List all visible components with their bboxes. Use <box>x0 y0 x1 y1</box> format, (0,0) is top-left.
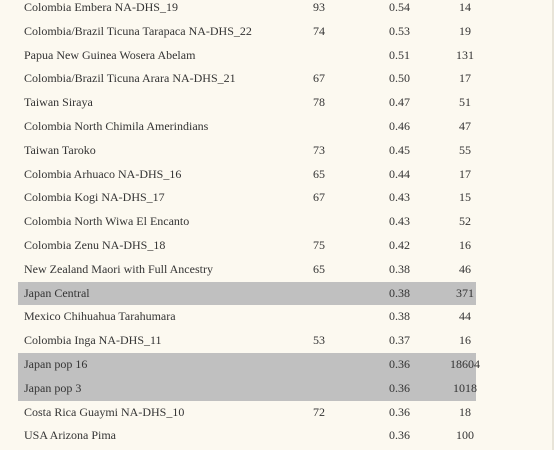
population-name-cell: New Zealand Maori with Full Ancestry <box>24 261 213 276</box>
count-cell: 17 <box>459 166 471 181</box>
population-name-cell: Costa Rica Guaymi NA-DHS_10 <box>24 404 185 419</box>
count-cell: 51 <box>459 95 471 110</box>
population-name-cell: Colombia North Wiwa El Encanto <box>24 214 190 229</box>
value-cell-1: 74 <box>313 23 325 38</box>
value-cell-1: 93 <box>313 0 325 14</box>
table-row: Papua New Guinea Wosera Abelam 0.51 131 <box>18 44 476 68</box>
value-cell-1: 53 <box>313 333 325 348</box>
population-name-cell: Mexico Chihuahua Tarahumara <box>24 309 176 324</box>
population-name-cell: Japan Central <box>24 285 90 300</box>
value-cell-2: 0.43 <box>389 190 410 205</box>
count-cell: 18604 <box>450 356 480 371</box>
table-row-highlighted: Japan Central 0.38 371 <box>18 281 476 306</box>
table-row: Colombia Arhuaco NA-DHS_16 65 0.44 17 <box>18 163 476 187</box>
scrollbar-track[interactable] <box>552 0 554 450</box>
table-row: Costa Rica Guaymi NA-DHS_10 72 0.36 18 <box>18 401 476 425</box>
count-cell: 18 <box>459 404 471 419</box>
table-row: Colombia/Brazil Ticuna Arara NA-DHS_21 67… <box>18 67 476 91</box>
value-cell-2: 0.44 <box>389 166 410 181</box>
count-cell: 44 <box>459 309 471 324</box>
table-row: Colombia/Brazil Ticuna Tarapaca NA-DHS_2… <box>18 20 476 44</box>
population-name-cell: Taiwan Taroko <box>24 142 96 157</box>
value-cell-2: 0.36 <box>389 380 410 395</box>
count-cell: 371 <box>456 285 474 300</box>
count-cell: 16 <box>459 237 471 252</box>
value-cell-1: 67 <box>313 190 325 205</box>
value-cell-1: 75 <box>313 237 325 252</box>
population-table: Colombia Embera NA-DHS_19 93 0.54 14 Colombi… <box>18 0 480 448</box>
count-cell: 47 <box>459 118 471 133</box>
population-name-cell: Colombia/Brazil Ticuna Tarapaca NA-DHS_2… <box>24 23 252 38</box>
population-name-cell: Colombia North Chimila Amerindians <box>24 118 209 133</box>
population-name-cell: Colombia Zenu NA-DHS_18 <box>24 237 166 252</box>
table-row-highlighted: Japan pop 16 0.36 18604 <box>18 352 480 377</box>
population-name-cell: Colombia Embera NA-DHS_19 <box>24 0 178 14</box>
count-cell: 100 <box>456 428 474 443</box>
value-cell-2: 0.53 <box>389 23 410 38</box>
count-cell: 16 <box>459 333 471 348</box>
table-row: Mexico Chihuahua Tarahumara 0.38 44 <box>18 305 476 329</box>
value-cell-2: 0.36 <box>389 404 410 419</box>
value-cell-2: 0.45 <box>389 142 410 157</box>
population-name-cell: Colombia/Brazil Ticuna Arara NA-DHS_21 <box>24 71 236 86</box>
value-cell-1: 73 <box>313 142 325 157</box>
value-cell-2: 0.42 <box>389 237 410 252</box>
population-name-cell: Papua New Guinea Wosera Abelam <box>24 47 196 62</box>
count-cell: 52 <box>459 214 471 229</box>
count-cell: 46 <box>459 261 471 276</box>
population-name-cell: USA Arizona Pima <box>24 428 116 443</box>
population-name-cell: Japan pop 16 <box>24 356 88 371</box>
value-cell-2: 0.36 <box>389 356 410 371</box>
value-cell-1: 72 <box>313 404 325 419</box>
count-cell: 19 <box>459 23 471 38</box>
table-row: Taiwan Taroko 73 0.45 55 <box>18 139 476 163</box>
value-cell-1: 78 <box>313 95 325 110</box>
count-cell: 55 <box>459 142 471 157</box>
table-row: Colombia Kogi NA-DHS_17 67 0.43 15 <box>18 186 476 210</box>
value-cell-2: 0.37 <box>389 333 410 348</box>
value-cell-2: 0.47 <box>389 95 410 110</box>
value-cell-2: 0.38 <box>389 285 410 300</box>
table-row: New Zealand Maori with Full Ancestry 65 0.… <box>18 258 476 282</box>
table-row: USA Arizona Pima 0.36 100 <box>18 424 476 448</box>
population-name-cell: Colombia Kogi NA-DHS_17 <box>24 190 165 205</box>
value-cell-2: 0.51 <box>389 47 410 62</box>
table-row: Taiwan Siraya 78 0.47 51 <box>18 91 476 115</box>
table-row: Colombia North Chimila Amerindians 0.46 47 <box>18 115 476 139</box>
population-name-cell: Colombia Arhuaco NA-DHS_16 <box>24 166 182 181</box>
table-row: Colombia Inga NA-DHS_11 53 0.37 16 <box>18 329 476 353</box>
value-cell-2: 0.38 <box>389 309 410 324</box>
count-cell: 1018 <box>453 380 477 395</box>
population-name-cell: Japan pop 3 <box>24 380 82 395</box>
value-cell-2: 0.43 <box>389 214 410 229</box>
value-cell-2: 0.54 <box>389 0 410 14</box>
table-row: Colombia Embera NA-DHS_19 93 0.54 14 <box>18 0 476 20</box>
count-cell: 131 <box>456 47 474 62</box>
value-cell-2: 0.36 <box>389 428 410 443</box>
table-row: Colombia Zenu NA-DHS_18 75 0.42 16 <box>18 234 476 258</box>
value-cell-1: 65 <box>313 261 325 276</box>
count-cell: 15 <box>459 190 471 205</box>
value-cell-2: 0.50 <box>389 71 410 86</box>
value-cell-1: 67 <box>313 71 325 86</box>
population-name-cell: Taiwan Siraya <box>24 95 93 110</box>
table-row: Colombia North Wiwa El Encanto 0.43 52 <box>18 210 476 234</box>
count-cell: 14 <box>459 0 471 14</box>
value-cell-2: 0.46 <box>389 118 410 133</box>
value-cell-1: 65 <box>313 166 325 181</box>
table-row-highlighted: Japan pop 3 0.36 1018 <box>18 376 477 401</box>
population-name-cell: Colombia Inga NA-DHS_11 <box>24 333 162 348</box>
count-cell: 17 <box>459 71 471 86</box>
value-cell-2: 0.38 <box>389 261 410 276</box>
